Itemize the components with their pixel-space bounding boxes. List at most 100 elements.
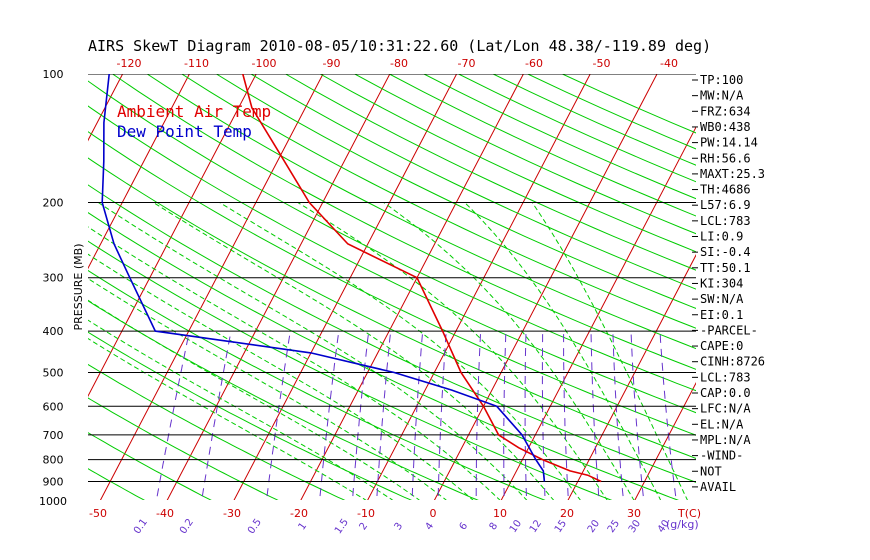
- stability-index: MW:N/A: [700, 89, 744, 103]
- stability-index: CAPE:0: [700, 339, 743, 353]
- stability-index: MAXT:25.3: [700, 167, 765, 181]
- temp-unit-label: T(C): [677, 507, 701, 520]
- bottom-temp-tick-label: 10: [493, 507, 507, 520]
- top-temp-tick-label: -100: [252, 57, 277, 70]
- stability-index: TH:4686: [700, 183, 751, 197]
- dry-adiabat-line: [492, 74, 696, 166]
- mixing-ratio-label: 3: [393, 521, 406, 533]
- dry-adiabat-line: [285, 74, 696, 271]
- isotherm-line: [99, 74, 324, 500]
- mixing-ratio-label: 1.5: [333, 517, 351, 536]
- mixing-ratio-label: 10: [508, 518, 524, 535]
- bottom-temp-tick-label: -30: [223, 507, 241, 520]
- mixing-ratio-line: [475, 331, 482, 500]
- mixing-ratio-label: 4: [424, 521, 437, 533]
- stability-index: CAP:0.0: [700, 386, 751, 400]
- mixing-ratio-unit-label: (g/kg): [666, 518, 699, 531]
- mixing-ratio-line: [612, 331, 624, 500]
- top-temp-tick-label: -120: [117, 57, 142, 70]
- isotherm-line: [233, 74, 458, 500]
- stability-index: SW:N/A: [700, 292, 744, 306]
- isotherm-line: [88, 74, 257, 398]
- stability-index: RH:56.6: [700, 151, 751, 165]
- mixing-ratio-line: [524, 331, 527, 500]
- top-temp-tick-label: -90: [323, 57, 341, 70]
- moist-adiabat-line: [88, 277, 447, 500]
- top-temp-tick-label: -60: [525, 57, 543, 70]
- stability-index: LCL:783: [700, 370, 751, 384]
- stability-index: CINH:8726: [700, 355, 765, 369]
- mixing-ratio-line: [630, 331, 645, 500]
- mixing-ratio-label: 12: [528, 518, 544, 535]
- mixing-ratio-line: [266, 331, 291, 500]
- mixing-ratio-label: 2: [358, 521, 371, 533]
- dry-adiabat-line: [527, 74, 696, 150]
- isotherm-line: [367, 74, 591, 500]
- pressure-tick-label: 600: [43, 400, 64, 413]
- ambient-temp-line: [242, 74, 602, 483]
- bottom-temp-tick-label: -40: [156, 507, 174, 520]
- dry-adiabat-line: [146, 74, 696, 350]
- moist-adiabat-line: [88, 253, 474, 500]
- stability-index: -WIND-: [700, 449, 743, 463]
- top-temp-tick-label: -80: [390, 57, 408, 70]
- mixing-ratio-line: [541, 331, 546, 500]
- moist-adiabat-line: [98, 202, 528, 500]
- mixing-ratio-line: [376, 331, 392, 500]
- stability-index: EI:0.1: [700, 308, 743, 322]
- y-axis-label: PRESSURE (MB): [72, 244, 85, 331]
- mixing-ratio-label: 1: [297, 521, 310, 533]
- stability-index: -PARCEL-: [700, 323, 758, 337]
- mixing-ratio-line: [352, 331, 370, 500]
- pressure-tick-label: 300: [43, 272, 64, 285]
- bottom-temp-tick-label: 30: [627, 507, 641, 520]
- dry-adiabat-line: [181, 74, 696, 329]
- moist-adiabat-line: [531, 202, 688, 500]
- moist-adiabat-line: [219, 202, 581, 500]
- dry-adiabat-line: [250, 74, 696, 290]
- mixing-ratio-line: [437, 331, 447, 500]
- bottom-temp-tick-label: -20: [290, 507, 308, 520]
- mixing-ratio-line: [319, 331, 340, 500]
- moist-adiabat-line: [88, 299, 421, 500]
- isotherm-line: [500, 126, 696, 500]
- mixing-ratio-label: 30: [627, 518, 643, 535]
- stability-index: PW:14.14: [700, 136, 758, 150]
- moist-adiabat-lines: [88, 202, 688, 500]
- mixing-ratio-line: [590, 331, 600, 500]
- dry-adiabat-line: [423, 74, 696, 200]
- dry-adiabat-line: [88, 432, 212, 500]
- moist-adiabat-line: [383, 202, 635, 500]
- legend-ambient-air-temp: Ambient Air Temp: [117, 102, 271, 121]
- mixing-ratio-lines: [155, 331, 677, 500]
- stability-index: WB0:438: [700, 120, 751, 134]
- isotherm-line: [634, 381, 696, 500]
- mixing-ratio-line: [659, 331, 677, 500]
- stability-index: LCL:783: [700, 214, 751, 228]
- isotherm-line: [166, 74, 391, 500]
- dry-adiabat-line: [0, 74, 110, 519]
- sounding-series: [101, 74, 602, 483]
- bottom-temp-tick-label: -10: [357, 507, 375, 520]
- pressure-tick-label: 200: [43, 197, 64, 210]
- isotherm-line: [759, 74, 870, 519]
- dry-adiabat-line: [0, 74, 42, 519]
- pressure-tick-label: 1000: [39, 495, 67, 508]
- dry-adiabat-line: [216, 74, 696, 309]
- stability-index: MPL:N/A: [700, 433, 751, 447]
- top-temp-tick-label: -110: [184, 57, 209, 70]
- stability-index: SI:-0.4: [700, 245, 751, 259]
- stability-index: L57:6.9: [700, 198, 751, 212]
- mixing-ratio-line: [503, 331, 507, 500]
- stability-index: NOT: [700, 464, 722, 478]
- isotherm-line: [0, 74, 56, 519]
- chart-title: AIRS SkewT Diagram 2010-08-05/10:31:22.6…: [88, 37, 711, 55]
- bottom-temp-tick-label: 0: [430, 507, 437, 520]
- legend: Ambient Air Temp Dew Point Temp: [117, 102, 271, 141]
- legend-dew-point-temp: Dew Point Temp: [117, 122, 252, 141]
- mixing-ratio-label: 8: [488, 521, 501, 533]
- mixing-ratio-label: 0.5: [246, 517, 264, 536]
- dry-adiabat-line: [88, 468, 146, 500]
